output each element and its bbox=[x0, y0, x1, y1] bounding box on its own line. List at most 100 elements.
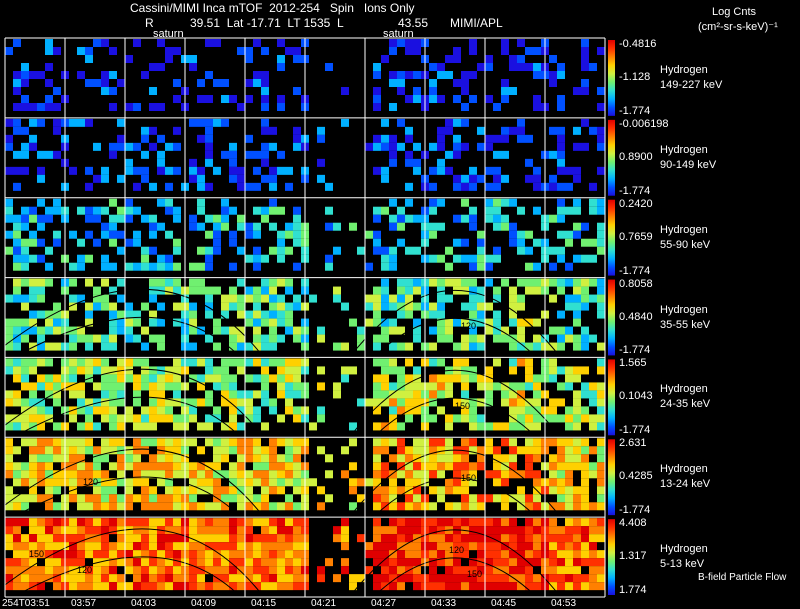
heatmap-cell bbox=[5, 230, 13, 239]
heatmap-cell bbox=[45, 518, 53, 527]
heatmap-cell bbox=[13, 278, 21, 287]
heatmap-cell bbox=[117, 230, 125, 239]
heatmap-cell bbox=[429, 342, 437, 351]
heatmap-cell bbox=[525, 414, 533, 423]
heatmap-cell bbox=[53, 582, 61, 591]
heatmap-cell bbox=[157, 134, 165, 143]
heatmap-cell bbox=[285, 246, 293, 255]
heatmap-cell bbox=[117, 214, 125, 223]
heatmap-cell bbox=[165, 166, 173, 175]
heatmap-cell bbox=[565, 566, 573, 575]
contour-value-label: 150 bbox=[461, 473, 477, 484]
heatmap-cell bbox=[589, 238, 597, 247]
heatmap-cell bbox=[149, 286, 157, 295]
heatmap-cell bbox=[389, 406, 397, 415]
heatmap-cell bbox=[213, 326, 221, 335]
energy-range-label: 35-55 keV bbox=[660, 318, 711, 331]
heatmap-cell bbox=[13, 214, 21, 223]
heatmap-cell bbox=[517, 398, 525, 407]
heatmap-cell bbox=[29, 446, 37, 455]
heatmap-cell bbox=[29, 470, 37, 479]
heatmap-cell bbox=[197, 478, 205, 487]
heatmap-cell bbox=[501, 526, 509, 535]
heatmap-cell bbox=[221, 470, 229, 479]
heatmap-cell bbox=[117, 174, 125, 183]
heatmap-cell bbox=[253, 342, 261, 351]
heatmap-cell bbox=[509, 390, 517, 399]
heatmap-cell bbox=[589, 390, 597, 399]
contour-arc bbox=[13, 396, 237, 438]
heatmap-cell bbox=[221, 518, 229, 527]
heatmap-cell bbox=[21, 398, 29, 407]
heatmap-cell bbox=[109, 87, 117, 95]
heatmap-cell bbox=[117, 118, 125, 127]
heatmap-cell bbox=[117, 206, 125, 215]
heatmap-cell bbox=[549, 574, 557, 583]
heatmap-cell bbox=[165, 198, 173, 207]
heatmap-cell bbox=[157, 558, 165, 567]
heatmap-cell bbox=[461, 582, 469, 591]
heatmap-cell bbox=[277, 558, 285, 567]
heatmap-cell bbox=[13, 286, 21, 295]
heatmap-cell bbox=[565, 166, 573, 175]
heatmap-cell bbox=[205, 398, 213, 407]
heatmap-cell bbox=[53, 526, 61, 535]
heatmap-cell bbox=[285, 166, 293, 175]
heatmap-cell bbox=[5, 294, 13, 303]
heatmap-cell bbox=[101, 79, 109, 87]
heatmap-cell bbox=[69, 230, 77, 239]
heatmap-cell bbox=[165, 518, 173, 527]
heatmap-cell bbox=[581, 334, 589, 343]
heatmap-cell bbox=[373, 550, 381, 559]
heatmap-cell bbox=[221, 294, 229, 303]
heatmap-cell bbox=[517, 63, 525, 71]
heatmap-cell bbox=[517, 302, 525, 311]
heatmap-cell bbox=[573, 390, 581, 399]
heatmap-cell bbox=[477, 414, 485, 423]
heatmap-cell bbox=[237, 582, 245, 591]
heatmap-cell bbox=[373, 398, 381, 407]
heatmap-cell bbox=[341, 470, 349, 479]
heatmap-cell bbox=[189, 438, 197, 447]
grid-lines bbox=[4, 37, 606, 598]
heatmap-cell bbox=[205, 134, 213, 143]
heatmap-cell bbox=[589, 518, 597, 527]
heatmap-cell bbox=[29, 566, 37, 575]
heatmap-cell bbox=[213, 118, 221, 127]
heatmap-cell bbox=[285, 230, 293, 239]
heatmap-cell bbox=[461, 518, 469, 527]
heatmap-cell bbox=[365, 262, 373, 271]
heatmap-cell bbox=[261, 71, 269, 79]
heatmap-cell bbox=[557, 134, 565, 143]
heatmap-cell bbox=[389, 542, 397, 551]
heatmap-cell bbox=[5, 422, 13, 431]
heatmap-cell bbox=[381, 302, 389, 311]
heatmap-cell bbox=[517, 55, 525, 63]
heatmap-cell bbox=[389, 326, 397, 335]
heatmap-cell bbox=[533, 342, 541, 351]
heatmap-cell bbox=[133, 182, 141, 191]
heatmap-cell bbox=[365, 550, 373, 559]
heatmap-cell bbox=[109, 406, 117, 415]
heatmap-cell bbox=[213, 478, 221, 487]
heatmap-cell bbox=[461, 302, 469, 311]
heatmap-cell bbox=[589, 534, 597, 543]
species-label: Hydrogen bbox=[660, 303, 708, 316]
heatmap-cell bbox=[5, 214, 13, 223]
heatmap-cell bbox=[373, 478, 381, 487]
heatmap-cell bbox=[533, 550, 541, 559]
heatmap-cell bbox=[173, 214, 181, 223]
heatmap-cell bbox=[45, 214, 53, 223]
heatmap-cell bbox=[205, 390, 213, 399]
heatmap-cell bbox=[5, 342, 13, 351]
heatmap-cell bbox=[325, 206, 333, 215]
heatmap-cell bbox=[125, 142, 133, 151]
heatmap-cell bbox=[205, 214, 213, 223]
heatmap-cell bbox=[141, 342, 149, 351]
heatmap-cell bbox=[405, 414, 413, 423]
heatmap-cell bbox=[389, 246, 397, 255]
x-tick-label: 04:21 bbox=[311, 598, 337, 609]
heatmap-cell bbox=[53, 126, 61, 135]
heatmap-cell bbox=[37, 382, 45, 391]
heatmap-cell bbox=[397, 398, 405, 407]
